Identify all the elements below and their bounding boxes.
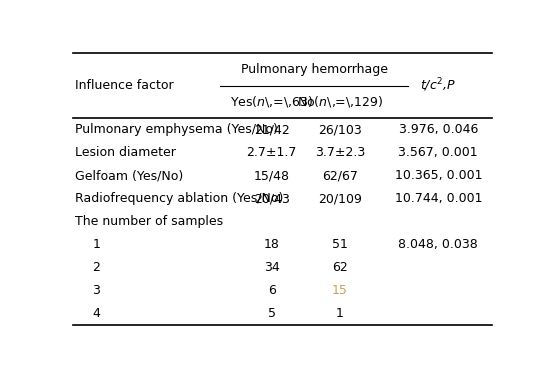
Text: $t$/$c^{2}$,$P$: $t$/$c^{2}$,$P$ (420, 77, 456, 94)
Text: 3: 3 (93, 284, 100, 297)
Text: 51: 51 (332, 238, 348, 251)
Text: 4: 4 (93, 307, 100, 320)
Text: 62/67: 62/67 (322, 169, 358, 182)
Text: 10.744, 0.001: 10.744, 0.001 (395, 192, 482, 205)
Text: 3.7±2.3: 3.7±2.3 (315, 146, 365, 159)
Text: 2: 2 (93, 261, 100, 274)
Text: Pulmonary emphysema (Yes/No): Pulmonary emphysema (Yes/No) (75, 123, 278, 136)
Text: 26/103: 26/103 (318, 123, 362, 136)
Text: 1: 1 (336, 307, 344, 320)
Text: 8.048, 0.038: 8.048, 0.038 (398, 238, 478, 251)
Text: 6: 6 (268, 284, 276, 297)
Text: 15/48: 15/48 (253, 169, 290, 182)
Text: Pulmonary hemorrhage: Pulmonary hemorrhage (241, 63, 388, 76)
Text: 3.976, 0.046: 3.976, 0.046 (398, 123, 478, 136)
Text: The number of samples: The number of samples (75, 215, 223, 228)
Text: Influence factor: Influence factor (75, 79, 174, 92)
Text: No($n$\,=\,129): No($n$\,=\,129) (297, 94, 383, 110)
Text: Radiofrequency ablation (Yes/No): Radiofrequency ablation (Yes/No) (75, 192, 284, 205)
Text: Yes($n$\,=\,63): Yes($n$\,=\,63) (230, 94, 314, 110)
Text: 1: 1 (93, 238, 100, 251)
Text: 34: 34 (264, 261, 279, 274)
Text: 2.7±1.7: 2.7±1.7 (246, 146, 297, 159)
Text: 20/109: 20/109 (318, 192, 362, 205)
Text: 5: 5 (268, 307, 276, 320)
Text: Gelfoam (Yes/No): Gelfoam (Yes/No) (75, 169, 183, 182)
Text: 3.567, 0.001: 3.567, 0.001 (398, 146, 478, 159)
Text: 20/43: 20/43 (254, 192, 290, 205)
Text: 21/42: 21/42 (254, 123, 290, 136)
Text: Lesion diameter: Lesion diameter (75, 146, 176, 159)
Text: 62: 62 (332, 261, 348, 274)
Text: 15: 15 (332, 284, 348, 297)
Text: 10.365, 0.001: 10.365, 0.001 (395, 169, 482, 182)
Text: 18: 18 (264, 238, 280, 251)
